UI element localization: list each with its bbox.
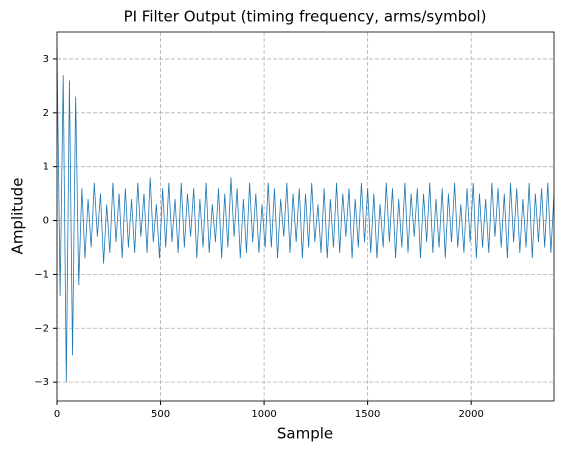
y-axis-label: Amplitude	[9, 178, 27, 255]
y-tick-label: 3	[43, 54, 49, 65]
y-tick-label: 1	[43, 162, 49, 173]
y-tick-label: 2	[43, 108, 49, 119]
x-axis-label: Sample	[277, 425, 333, 443]
y-tick-label: −2	[34, 323, 49, 334]
y-tick-label: −3	[34, 377, 49, 388]
x-tick-label: 2000	[458, 409, 483, 420]
x-tick-label: 1500	[355, 409, 380, 420]
signal-line	[56, 48, 555, 383]
plot-frame	[56, 31, 555, 402]
y-tick-label: −1	[34, 269, 49, 280]
chart-title: PI Filter Output (timing frequency, arms…	[124, 8, 487, 26]
x-tick-label: 500	[151, 409, 170, 420]
x-tick-label: 1000	[251, 409, 276, 420]
x-tick-label: 0	[54, 409, 60, 420]
y-tick-label: 0	[43, 216, 49, 227]
